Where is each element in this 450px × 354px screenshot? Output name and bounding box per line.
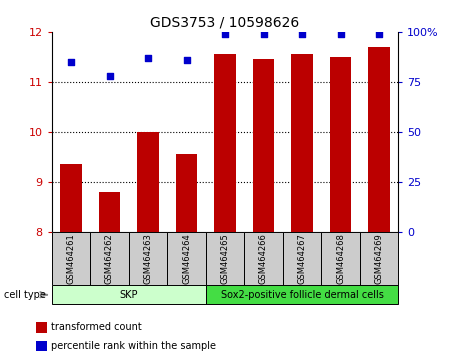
Bar xyxy=(60,164,81,232)
Text: GSM464261: GSM464261 xyxy=(67,233,76,284)
Bar xyxy=(167,232,206,285)
Text: cell type: cell type xyxy=(4,290,46,300)
Text: percentile rank within the sample: percentile rank within the sample xyxy=(51,341,216,351)
Bar xyxy=(206,232,244,285)
Text: GSM464262: GSM464262 xyxy=(105,233,114,284)
Point xyxy=(106,73,113,79)
Bar xyxy=(214,55,236,232)
Text: GSM464265: GSM464265 xyxy=(220,233,230,284)
Bar xyxy=(99,192,120,232)
Point xyxy=(183,57,190,63)
Text: GSM464263: GSM464263 xyxy=(144,233,153,284)
Text: transformed count: transformed count xyxy=(51,322,142,332)
Text: GSM464266: GSM464266 xyxy=(259,233,268,284)
Bar xyxy=(283,232,321,285)
Text: GSM464267: GSM464267 xyxy=(297,233,306,284)
Title: GDS3753 / 10598626: GDS3753 / 10598626 xyxy=(150,15,300,29)
Point xyxy=(144,55,152,61)
Bar xyxy=(360,232,398,285)
Point xyxy=(337,31,344,37)
Bar xyxy=(244,232,283,285)
Point xyxy=(221,31,229,37)
Bar xyxy=(369,47,390,232)
Point xyxy=(68,59,75,65)
Bar xyxy=(206,285,398,304)
Bar xyxy=(176,154,197,232)
Bar xyxy=(321,232,360,285)
Point xyxy=(298,31,306,37)
Bar xyxy=(129,232,167,285)
Bar xyxy=(52,285,206,304)
Text: GSM464268: GSM464268 xyxy=(336,233,345,284)
Point xyxy=(375,31,382,37)
Bar xyxy=(90,232,129,285)
Point xyxy=(260,31,267,37)
Bar xyxy=(137,132,158,232)
Text: GSM464269: GSM464269 xyxy=(374,233,383,284)
Text: GSM464264: GSM464264 xyxy=(182,233,191,284)
Text: SKP: SKP xyxy=(120,290,138,300)
Bar xyxy=(330,57,351,232)
Bar xyxy=(253,59,274,232)
Bar xyxy=(292,55,313,232)
Text: Sox2-positive follicle dermal cells: Sox2-positive follicle dermal cells xyxy=(220,290,383,300)
Bar xyxy=(52,232,90,285)
